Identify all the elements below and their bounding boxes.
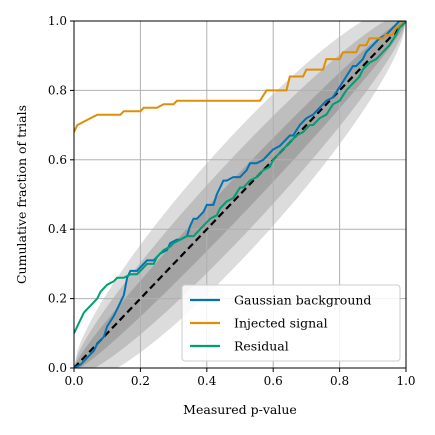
x-axis-label: Measured p-value <box>183 402 297 417</box>
y-axis-label: Cumulative fraction of trials <box>14 105 29 284</box>
legend-label: Injected signal <box>234 316 328 331</box>
axis-ticks: 0.0 0.2 0.4 0.6 0.8 1.0 0.0 0.2 0.4 0.6 0.8 1.0 <box>48 14 416 388</box>
series-line <box>74 21 406 368</box>
legend-label: Residual <box>234 339 289 354</box>
x-tick-label: 0.2 <box>131 374 150 388</box>
x-tick-label: 0.6 <box>264 374 283 388</box>
legend-box <box>181 284 401 362</box>
y-tick-label: 0.8 <box>48 83 67 97</box>
x-tick-label: 0.0 <box>64 374 83 388</box>
series-line <box>74 21 406 334</box>
legend: Gaussian background Injected signal Residu… <box>181 284 401 362</box>
legend-label: Gaussian background <box>234 293 371 308</box>
x-tick-label: 0.8 <box>330 374 349 388</box>
y-tick-label: 0.2 <box>48 292 67 306</box>
y-tick-label: 0.0 <box>48 361 67 375</box>
x-tick-label: 0.4 <box>197 374 216 388</box>
y-tick-label: 0.6 <box>48 153 67 167</box>
series-line <box>74 21 406 133</box>
y-tick-label: 0.4 <box>48 222 67 236</box>
confidence-band <box>74 21 406 368</box>
diagonal-reference <box>74 21 406 368</box>
x-tick-label: 1.0 <box>396 374 415 388</box>
series-lines <box>74 21 406 368</box>
diagonal-line <box>74 21 406 368</box>
y-tick-label: 1.0 <box>48 14 67 28</box>
confidence-bands <box>74 21 406 368</box>
plot-frame <box>73 20 407 369</box>
